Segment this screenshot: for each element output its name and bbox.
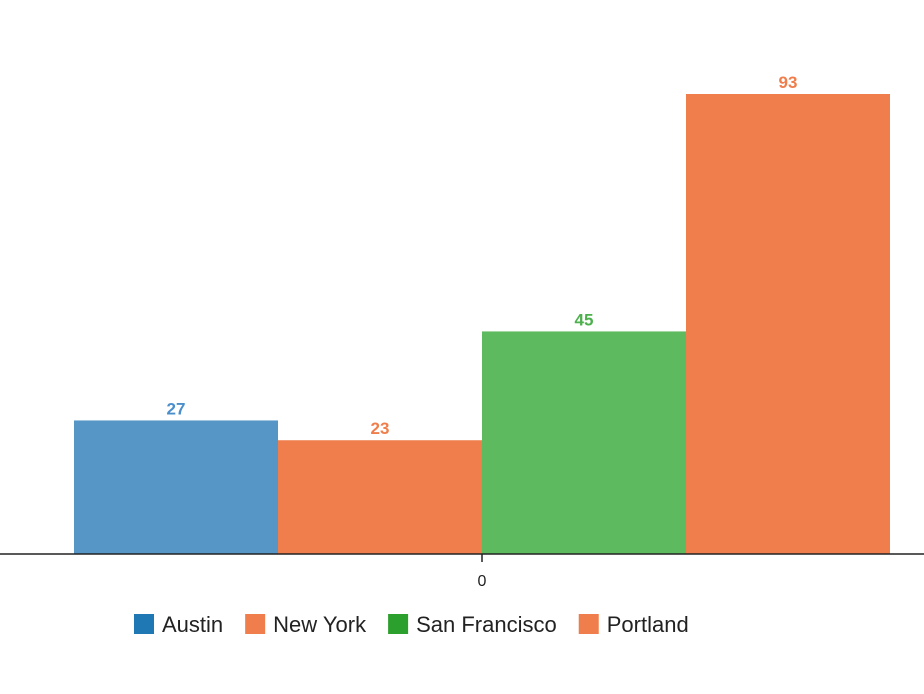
bar-portland [686,94,890,554]
legend-item-new-york[interactable]: New York [245,612,367,637]
legend-swatch [134,614,154,634]
bars-layer: 27 23 45 93 [74,73,890,554]
legend-label: San Francisco [416,612,557,637]
legend-item-portland[interactable]: Portland [578,612,689,637]
legend-label: Austin [162,612,223,637]
legend[interactable]: Austin New York San Francisco Portland [134,612,689,637]
legend-item-san-francisco[interactable]: San Francisco [388,612,557,637]
legend-label: New York [273,612,367,637]
x-tick-label: 0 [478,573,487,590]
data-label-new-york: 23 [371,419,390,438]
bar-austin [74,420,278,554]
legend-item-austin[interactable]: Austin [134,612,223,637]
bar-san-francisco [482,331,686,554]
legend-swatch [245,614,266,634]
data-label-portland: 93 [779,73,798,92]
x-axis-ticks: 0 [478,554,487,590]
bar-new-york [278,440,482,554]
legend-label: Portland [607,612,689,637]
legend-swatch [578,614,599,634]
data-label-austin: 27 [167,399,186,418]
legend-swatch [388,614,409,634]
data-label-san-francisco: 45 [575,310,594,329]
